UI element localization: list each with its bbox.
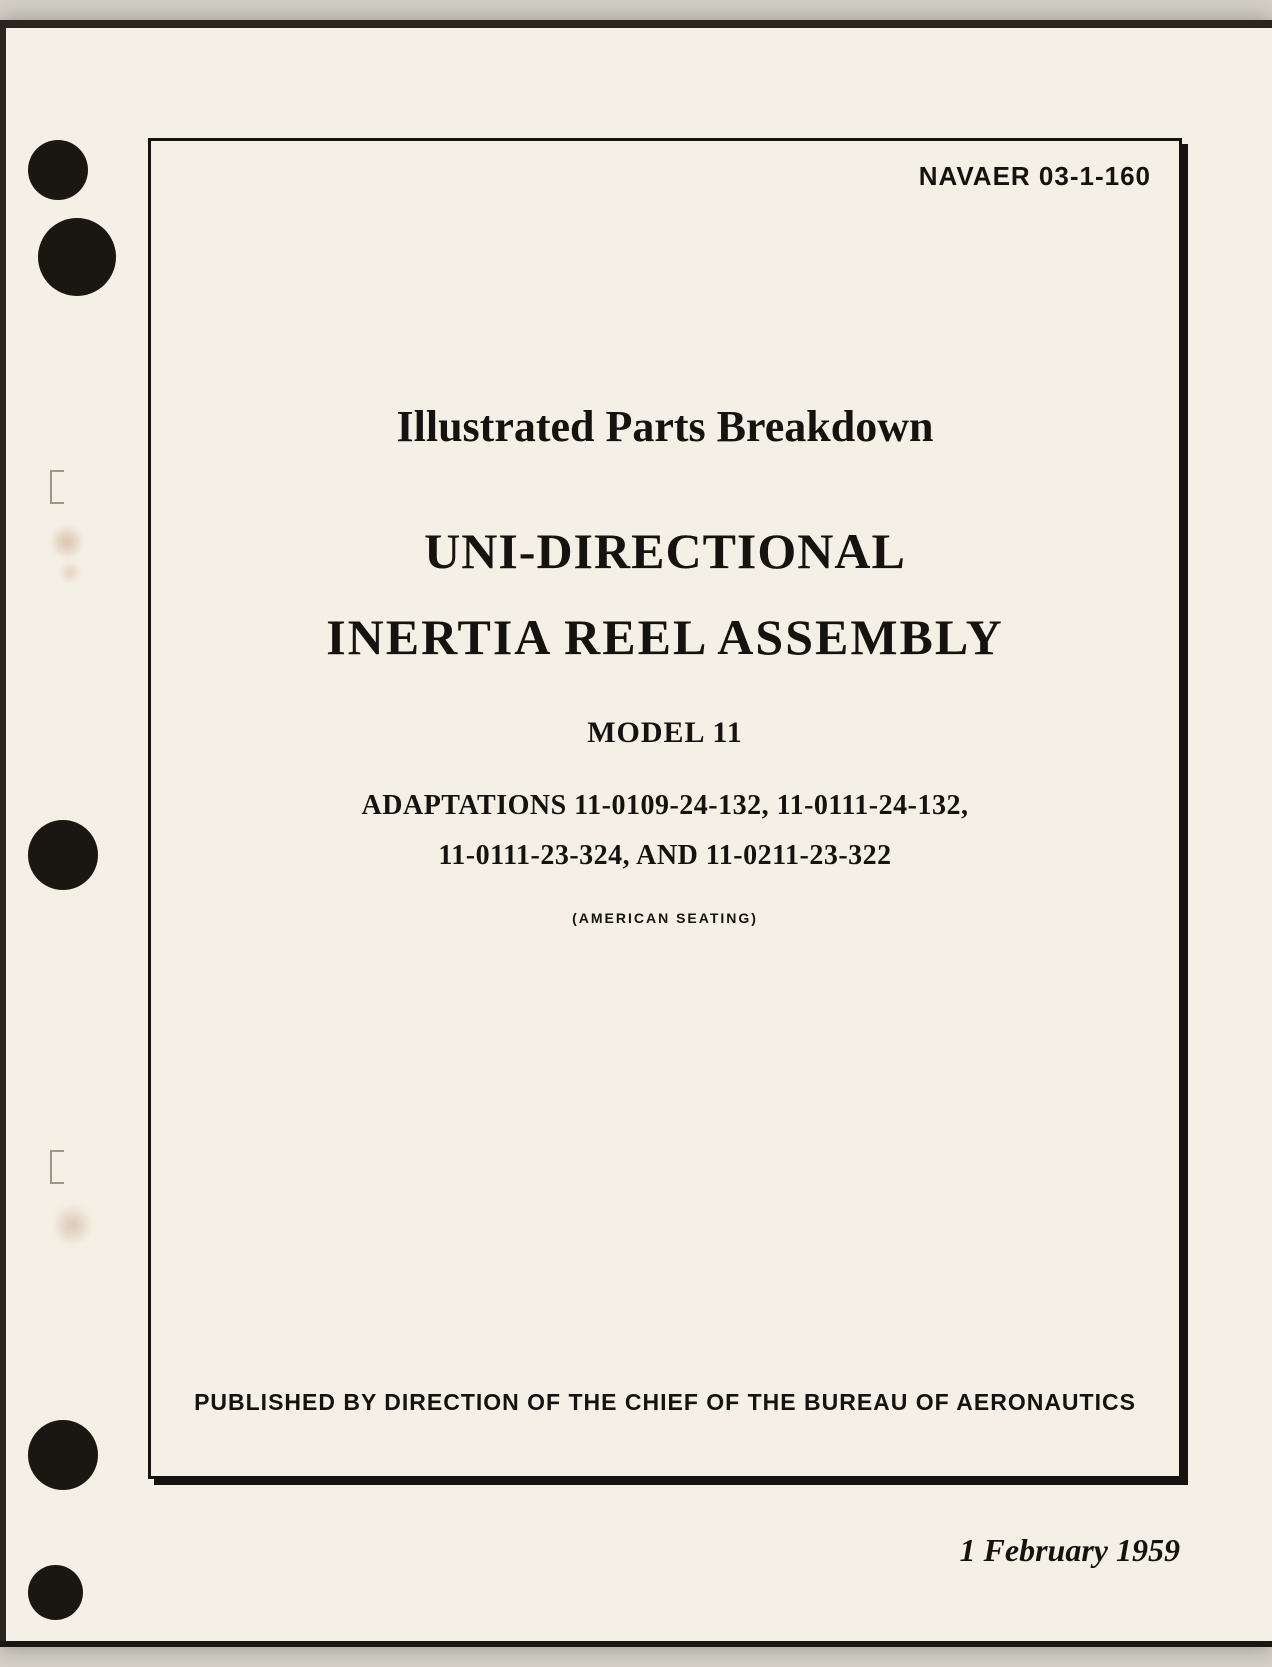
binder-hole-icon	[38, 218, 116, 296]
binder-hole-icon	[28, 1565, 83, 1620]
adaptations-line2: 11-0111-23-324, AND 11-0211-23-322	[151, 840, 1179, 872]
document-id: NAVAER 03-1-160	[919, 161, 1151, 192]
document-subtitle: Illustrated Parts Breakdown	[151, 401, 1179, 452]
staple-mark-icon	[50, 1150, 64, 1184]
scan-edge-top	[0, 20, 1272, 28]
binder-hole-icon	[28, 1420, 98, 1490]
document-title-line2: INERTIA REEL ASSEMBLY	[151, 608, 1179, 666]
binder-hole-icon	[28, 140, 88, 200]
manufacturer-line: (AMERICAN SEATING)	[151, 910, 1179, 926]
scanned-page: NAVAER 03-1-160 Illustrated Parts Breakd…	[0, 20, 1272, 1647]
cover-frame: NAVAER 03-1-160 Illustrated Parts Breakd…	[148, 138, 1182, 1479]
model-line: MODEL 11	[151, 716, 1179, 750]
stain-mark	[55, 1200, 90, 1250]
staple-mark-icon	[50, 470, 64, 504]
stain-mark	[52, 522, 82, 562]
binder-hole-icon	[28, 820, 98, 890]
scan-edge-bottom	[0, 1641, 1272, 1647]
adaptations-line1: ADAPTATIONS 11-0109-24-132, 11-0111-24-1…	[151, 790, 1179, 822]
publication-date: 1 February 1959	[960, 1532, 1180, 1569]
publisher-line: PUBLISHED BY DIRECTION OF THE CHIEF OF T…	[151, 1389, 1179, 1416]
title-block: Illustrated Parts Breakdown UNI-DIRECTIO…	[151, 401, 1179, 926]
document-title-line1: UNI-DIRECTIONAL	[151, 522, 1179, 580]
stain-mark	[60, 560, 80, 585]
scan-edge-left	[0, 20, 6, 1647]
